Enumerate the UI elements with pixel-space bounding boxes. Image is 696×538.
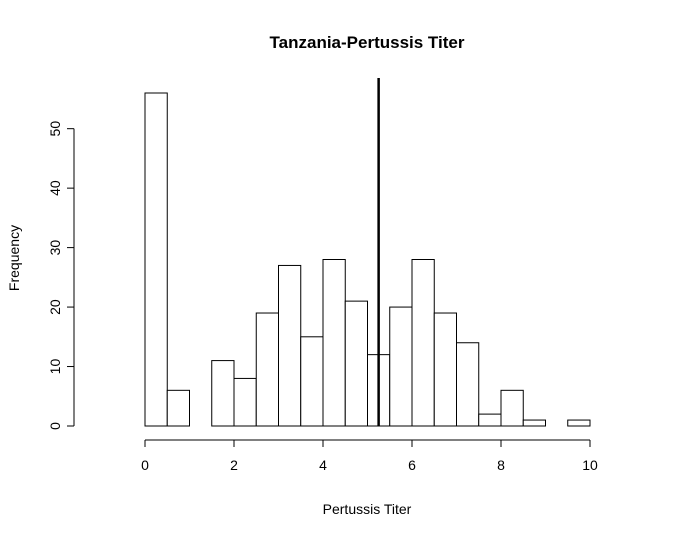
x-tick-label: 6 [408, 457, 416, 473]
histogram-bar [278, 264, 302, 427]
y-tick-label: 50 [47, 121, 63, 137]
x-axis-label: Pertussis Titer [323, 501, 412, 517]
bars-group [144, 92, 591, 427]
x-tick-label: 4 [319, 457, 327, 473]
histogram-bar [166, 389, 190, 427]
x-tick-label: 0 [141, 457, 149, 473]
y-tick-label: 40 [47, 180, 63, 196]
histogram-bar [144, 92, 168, 427]
histogram-bar [389, 306, 413, 427]
y-tick-label: 0 [47, 422, 63, 430]
histogram-bar [211, 360, 235, 427]
histogram-bar [478, 413, 502, 427]
histogram-bar [233, 377, 257, 427]
histogram-bar [456, 342, 480, 427]
histogram-bar [344, 300, 368, 427]
y-tick-label: 20 [47, 299, 63, 315]
x-tick-label: 10 [582, 457, 598, 473]
chart-title: Tanzania-Pertussis Titer [270, 33, 465, 52]
x-tick-label: 2 [230, 457, 238, 473]
x-tick-label: 8 [497, 457, 505, 473]
y-axis-label: Frequency [6, 225, 22, 291]
histogram-bar [522, 419, 546, 427]
histogram-bar [500, 389, 524, 427]
histogram-bar [411, 259, 435, 427]
histogram-bar [567, 419, 591, 427]
histogram-bar [300, 336, 324, 427]
x-axis: 0 2 4 6 8 10 [141, 439, 598, 473]
histogram-bar [433, 312, 457, 427]
histogram-bar [255, 312, 279, 427]
y-tick-label: 10 [47, 359, 63, 375]
y-axis: 0 10 20 30 40 50 [47, 121, 75, 430]
histogram-bar [322, 259, 346, 427]
y-tick-label: 30 [47, 240, 63, 256]
